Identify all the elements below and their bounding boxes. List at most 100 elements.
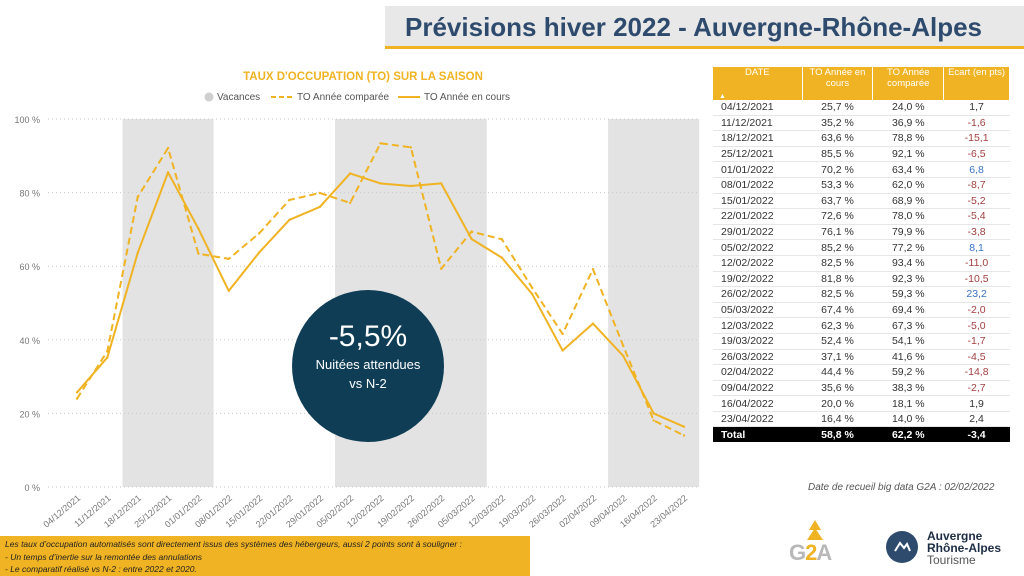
table-row[interactable]: 04/12/2021 25,7 % 24,0 % 1,7 (713, 100, 1010, 116)
cell-date: 18/12/2021 (713, 130, 803, 147)
data-point (531, 286, 534, 290)
data-point (227, 257, 230, 261)
cell-gap: -2,7 (943, 380, 1010, 397)
data-point (500, 256, 504, 259)
data-point (75, 397, 79, 400)
cell-compared: 78,0 % (872, 208, 944, 225)
page-title: Prévisions hiver 2022 - Auvergne-Rhône-A… (405, 12, 983, 42)
g2a-logo-icon (807, 520, 823, 540)
footnote-line2: - Un temps d’inertie sur la remontée des… (5, 552, 203, 562)
data-point (379, 142, 382, 145)
cell-compared: 92,1 % (872, 146, 944, 163)
cell-current: 72,6 % (802, 208, 873, 225)
cell-gap: -1,7 (943, 333, 1010, 350)
cell-date: 12/02/2022 (713, 255, 803, 272)
table-row[interactable]: 23/04/2022 16,4 % 14,0 % 2,4 (713, 411, 1010, 428)
table-row[interactable]: 02/04/2022 44,4 % 59,2 % -14,8 (713, 364, 1010, 381)
cell-gap: -4,5 (943, 349, 1010, 366)
collection-date-note: Date de recueil big data G2A : 02/02/202… (808, 482, 995, 493)
table-row[interactable]: 29/01/2022 76,1 % 79,9 % -3,8 (713, 224, 1010, 241)
data-point (136, 251, 139, 255)
data-point (531, 292, 534, 296)
table-row[interactable]: 15/01/2022 63,7 % 68,9 % -5,2 (713, 193, 1010, 210)
table-row[interactable]: 12/03/2022 62,3 % 67,3 % -5,0 (713, 317, 1010, 334)
header-gap[interactable]: Ecart (en pts) (943, 67, 1010, 100)
header-current[interactable]: TO Année en cours (802, 67, 874, 100)
data-point (379, 182, 382, 185)
data-point (591, 267, 595, 271)
cell-date: 12/03/2022 (713, 317, 803, 334)
sort-ascending-icon[interactable]: ▲ (719, 93, 726, 100)
header-compared[interactable]: TO Année comparée (872, 67, 945, 100)
cell-date: 19/02/2022 (713, 271, 803, 288)
data-point (440, 182, 443, 185)
cell-current: 35,6 % (802, 380, 873, 397)
data-point (106, 350, 109, 353)
table-row[interactable]: 09/04/2022 35,6 % 38,3 % -2,7 (713, 380, 1010, 397)
cell-date: 25/12/2021 (713, 146, 803, 163)
cell-gap: 6,8 (943, 161, 1010, 178)
header-date[interactable]: DATE ▲ (713, 67, 803, 100)
vacation-band (122, 119, 214, 487)
total-cell: 58,8 % (802, 426, 873, 443)
data-point (652, 412, 655, 415)
data-point (591, 322, 595, 325)
cell-current: 82,5 % (802, 286, 873, 303)
data-point (288, 218, 291, 222)
table-row[interactable]: 19/02/2022 81,8 % 92,3 % -10,5 (713, 271, 1010, 288)
cell-current: 52,4 % (802, 333, 873, 350)
cell-date: 05/02/2022 (713, 239, 803, 256)
data-point (227, 289, 230, 293)
table-row[interactable]: 11/12/2021 35,2 % 36,9 % -1,6 (713, 115, 1010, 132)
data-point (106, 356, 109, 359)
table-row[interactable]: 22/01/2022 72,6 % 78,0 % -5,4 (713, 208, 1010, 225)
data-point (470, 230, 473, 233)
cell-current: 16,4 % (802, 411, 873, 428)
cell-date: 02/04/2022 (713, 364, 803, 381)
cell-gap: -1,6 (943, 115, 1010, 132)
cell-current: 35,2 % (802, 115, 873, 132)
table-row[interactable]: 08/01/2022 53,3 % 62,0 % -8,7 (713, 177, 1010, 194)
cell-gap: -11,0 (943, 255, 1010, 272)
title-bar: Prévisions hiver 2022 - Auvergne-Rhône-A… (385, 6, 1024, 49)
table-row[interactable]: 26/03/2022 37,1 % 41,6 % -4,5 (713, 349, 1010, 366)
table-row[interactable]: 01/01/2022 70,2 % 63,4 % 6,8 (713, 161, 1010, 178)
table-row[interactable]: 19/03/2022 52,4 % 54,1 % -1,7 (713, 333, 1010, 350)
vacation-band (608, 119, 700, 487)
legend-label: Vacances (217, 92, 260, 103)
cell-current: 53,3 % (802, 177, 873, 194)
cell-gap: -8,7 (943, 177, 1010, 194)
data-point (288, 198, 291, 202)
table-row[interactable]: 25/12/2021 85,5 % 92,1 % -6,5 (713, 146, 1010, 163)
table-row[interactable]: 18/12/2021 63,6 % 78,8 % -15,1 (713, 130, 1010, 147)
cell-current: 82,5 % (802, 255, 873, 272)
legend-label: TO Année en cours (424, 92, 510, 103)
cell-compared: 67,3 % (872, 317, 944, 334)
footnote-box: Les taux d’occupation automatisés sont d… (0, 536, 530, 576)
cell-compared: 79,9 % (872, 224, 944, 241)
auvergne-rhone-alpes-logo-icon (886, 531, 918, 563)
cell-current: 37,1 % (802, 349, 873, 366)
callout-line1: Nuitées attendues (315, 357, 421, 372)
table-row[interactable]: 05/02/2022 85,2 % 77,2 % 8,1 (713, 239, 1010, 256)
cell-current: 81,8 % (802, 271, 873, 288)
y-tick-label: 60 % (19, 262, 40, 272)
table-row[interactable]: 12/02/2022 82,5 % 93,4 % -11,0 (713, 255, 1010, 272)
cell-current: 70,2 % (802, 161, 873, 178)
table-row[interactable]: 16/04/2022 20,0 % 18,1 % 1,9 (713, 395, 1010, 412)
cell-compared: 18,1 % (872, 395, 944, 412)
cell-date: 08/01/2022 (713, 177, 803, 194)
cell-compared: 68,9 % (872, 193, 944, 210)
cell-gap: 1,9 (943, 395, 1010, 412)
y-tick-label: 20 % (19, 409, 40, 419)
callout-line2: vs N-2 (349, 376, 387, 391)
cell-date: 16/04/2022 (713, 395, 803, 412)
cell-gap: -10,5 (943, 271, 1010, 288)
data-point (682, 425, 686, 428)
cell-current: 25,7 % (802, 100, 873, 116)
data-point (166, 146, 170, 150)
table-row[interactable]: 26/02/2022 82,5 % 59,3 % 23,2 (713, 286, 1010, 303)
footnote-line3: - Le comparatif réalisé vs N-2 : entre 2… (5, 564, 197, 574)
table-row[interactable]: 05/03/2022 67,4 % 69,4 % -2,0 (713, 302, 1010, 319)
cell-date: 26/03/2022 (713, 349, 803, 366)
